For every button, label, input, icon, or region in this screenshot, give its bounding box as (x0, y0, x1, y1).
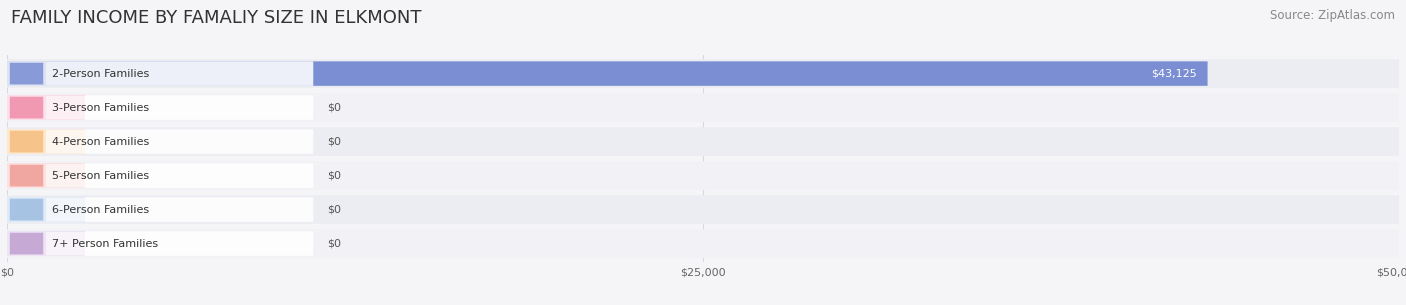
FancyBboxPatch shape (10, 199, 44, 221)
FancyBboxPatch shape (10, 131, 44, 152)
FancyBboxPatch shape (10, 63, 44, 84)
FancyBboxPatch shape (7, 95, 314, 120)
Text: 5-Person Families: 5-Person Families (52, 170, 149, 181)
FancyBboxPatch shape (7, 61, 314, 86)
FancyBboxPatch shape (7, 93, 1399, 122)
Text: 4-Person Families: 4-Person Families (52, 137, 149, 147)
FancyBboxPatch shape (7, 163, 314, 188)
Text: 7+ Person Families: 7+ Person Families (52, 239, 157, 249)
FancyBboxPatch shape (7, 95, 84, 120)
FancyBboxPatch shape (7, 231, 46, 256)
FancyBboxPatch shape (7, 197, 46, 222)
FancyBboxPatch shape (10, 97, 44, 118)
FancyBboxPatch shape (7, 163, 84, 188)
FancyBboxPatch shape (7, 95, 46, 120)
FancyBboxPatch shape (7, 59, 1399, 88)
FancyBboxPatch shape (7, 197, 84, 222)
FancyBboxPatch shape (7, 129, 46, 154)
Text: 3-Person Families: 3-Person Families (52, 102, 149, 113)
FancyBboxPatch shape (7, 129, 84, 154)
FancyBboxPatch shape (7, 129, 314, 154)
FancyBboxPatch shape (7, 163, 46, 188)
FancyBboxPatch shape (7, 231, 314, 256)
Text: $0: $0 (328, 137, 342, 147)
FancyBboxPatch shape (7, 61, 46, 86)
FancyBboxPatch shape (7, 61, 1208, 86)
Text: Source: ZipAtlas.com: Source: ZipAtlas.com (1270, 9, 1395, 22)
Text: $0: $0 (328, 239, 342, 249)
FancyBboxPatch shape (7, 229, 1399, 258)
FancyBboxPatch shape (7, 195, 1399, 224)
Text: $0: $0 (328, 170, 342, 181)
Text: $43,125: $43,125 (1150, 69, 1197, 79)
FancyBboxPatch shape (10, 165, 44, 186)
FancyBboxPatch shape (7, 127, 1399, 156)
Text: 2-Person Families: 2-Person Families (52, 69, 149, 79)
FancyBboxPatch shape (7, 161, 1399, 190)
Text: $0: $0 (328, 205, 342, 215)
FancyBboxPatch shape (7, 197, 314, 222)
Text: $0: $0 (328, 102, 342, 113)
FancyBboxPatch shape (7, 231, 84, 256)
FancyBboxPatch shape (10, 233, 44, 254)
Text: 6-Person Families: 6-Person Families (52, 205, 149, 215)
Text: FAMILY INCOME BY FAMALIY SIZE IN ELKMONT: FAMILY INCOME BY FAMALIY SIZE IN ELKMONT (11, 9, 422, 27)
